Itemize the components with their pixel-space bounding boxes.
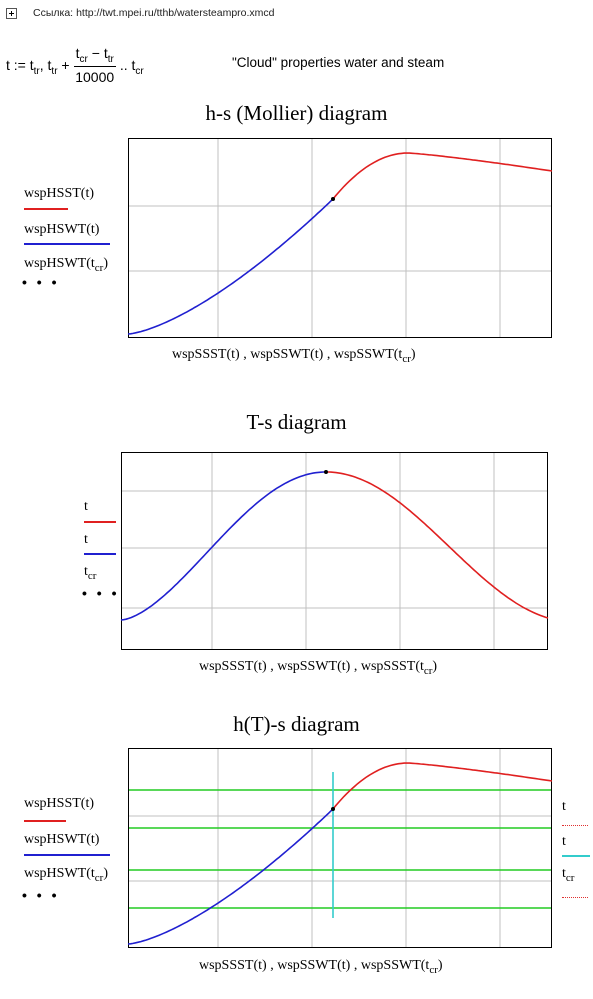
hts-diagram-plot[interactable] bbox=[127, 748, 553, 948]
steam-saturation-curve bbox=[332, 152, 553, 200]
formula-range-dots: .. bbox=[119, 57, 128, 73]
right-legend-line-cyan bbox=[562, 855, 590, 857]
x-axis-label-hs: wspSSST(t) , wspSSWT(t) , wspSSWT(tcr) bbox=[172, 347, 416, 365]
formula-end: tcr bbox=[131, 57, 144, 77]
cloud-properties-text: "Cloud" properties water and steam bbox=[232, 55, 445, 70]
water-saturation-curve bbox=[127, 808, 334, 945]
critical-point-marker bbox=[324, 470, 328, 474]
legend-line-blue-ts bbox=[84, 553, 116, 555]
formula-plus: + bbox=[61, 57, 70, 73]
legend-line-red-3 bbox=[24, 820, 66, 822]
right-legend-t-1: t bbox=[562, 799, 566, 814]
legend-entry-t-blue: t bbox=[84, 532, 88, 547]
legend-more-dots: • • • bbox=[82, 585, 120, 601]
water-saturation-curve bbox=[127, 198, 334, 335]
formula-second: ttr bbox=[47, 57, 58, 77]
reference-url-link[interactable]: http://twt.mpei.ru/tthb/watersteampro.xm… bbox=[76, 7, 275, 19]
legend-entry-wsphswt-3: wspHSWT(t) bbox=[24, 832, 100, 847]
plot-frame bbox=[121, 452, 548, 650]
critical-point-marker bbox=[331, 807, 335, 811]
steam-saturation-curve bbox=[326, 471, 549, 619]
legend-line-blue-3 bbox=[24, 854, 110, 856]
chart-title-hts: h(T)-s diagram bbox=[233, 712, 360, 736]
legend-entry-wsphswt-tcr-3: wspHSWT(tcr) bbox=[24, 866, 109, 884]
legend-entry-wsphswt-tcr: wspHSWT(tcr) bbox=[24, 256, 109, 274]
hs-diagram-plot[interactable] bbox=[127, 138, 553, 338]
legend-more-dots: • • • bbox=[22, 274, 60, 290]
legend-line-red bbox=[24, 208, 68, 210]
right-legend-line-dotted-2 bbox=[562, 897, 588, 898]
legend-entry-wsphsst-3: wspHSST(t) bbox=[24, 796, 95, 811]
right-legend-line-dotted-1 bbox=[562, 825, 588, 826]
legend-more-dots: • • • bbox=[22, 887, 60, 903]
legend-entry-t-red: t bbox=[84, 499, 88, 514]
right-legend-t-2: t bbox=[562, 834, 566, 849]
plot-frame bbox=[128, 748, 552, 948]
reference-link-row: Ссылка: http://twt.mpei.ru/tthb/waterste… bbox=[6, 4, 275, 22]
formula-fraction: tcr − ttr 10000 bbox=[73, 45, 116, 85]
formula-lhs: t := bbox=[6, 57, 26, 73]
formula-start: ttr bbox=[29, 57, 40, 77]
x-axis-label-hts: wspSSST(t) , wspSSWT(t) , wspSSWT(tcr) bbox=[199, 958, 443, 976]
x-axis-label-ts: wspSSST(t) , wspSSWT(t) , wspSSST(tcr) bbox=[199, 659, 438, 677]
ts-diagram-plot[interactable] bbox=[120, 452, 549, 650]
chart-title-hs: h-s (Mollier) diagram bbox=[205, 101, 388, 125]
steam-saturation-curve bbox=[332, 762, 553, 810]
legend-entry-wsphswt: wspHSWT(t) bbox=[24, 222, 100, 237]
critical-point-marker bbox=[331, 197, 335, 201]
legend-entry-tcr: tcr bbox=[84, 564, 97, 582]
chart-title-ts: T-s diagram bbox=[246, 410, 347, 434]
expand-icon[interactable] bbox=[6, 7, 17, 19]
right-legend-tcr: tcr bbox=[562, 866, 575, 884]
legend-entry-wsphsst: wspHSST(t) bbox=[24, 186, 95, 201]
water-saturation-curve bbox=[120, 471, 326, 621]
plot-frame bbox=[128, 138, 552, 338]
legend-line-red-ts bbox=[84, 521, 116, 523]
range-definition-formula[interactable]: t := ttr, ttr + tcr − ttr 10000 .. tcr bbox=[6, 45, 144, 85]
legend-line-blue bbox=[24, 243, 110, 245]
link-label: Ссылка: bbox=[33, 7, 74, 19]
